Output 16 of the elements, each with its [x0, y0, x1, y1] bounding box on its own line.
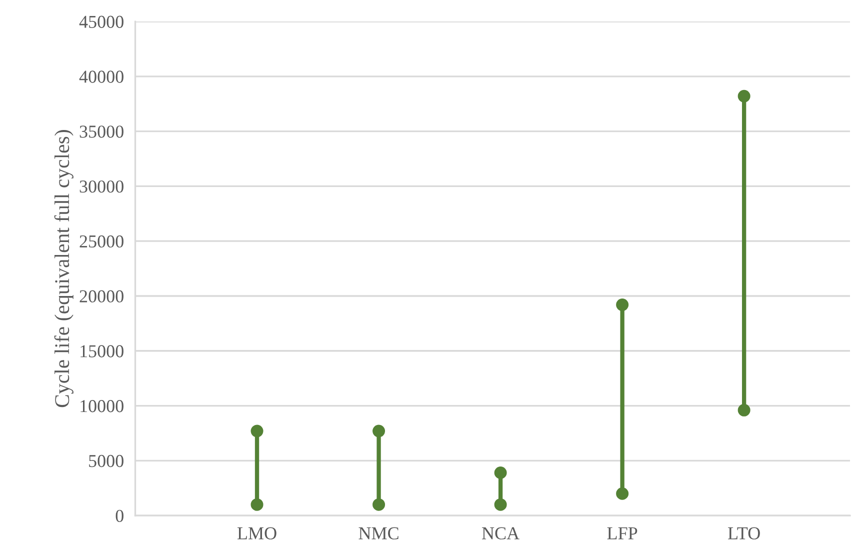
y-tick-label: 35000 [80, 126, 124, 138]
x-tick-label: NCA [482, 527, 520, 540]
y-tick-label: 10000 [80, 400, 124, 412]
x-tick-label: NMC [358, 527, 398, 540]
y-tick-label: 25000 [80, 235, 124, 248]
x-tick-label: LMO [237, 527, 276, 540]
y-tick-label: 30000 [80, 180, 124, 193]
y-tick-label: 5000 [89, 454, 124, 468]
x-tick-label: LTO [728, 527, 760, 540]
y-axis-title: Cycle life (equivalent full cycles) [54, 130, 74, 408]
y-tick-label: 20000 [80, 290, 124, 302]
y-tick-label: 40000 [79, 70, 124, 83]
y-tick-label: 0 [116, 510, 124, 522]
y-tick-label: 45000 [79, 16, 124, 28]
y-tick-label: 15000 [80, 345, 124, 358]
x-tick-label: LFP [607, 527, 638, 540]
